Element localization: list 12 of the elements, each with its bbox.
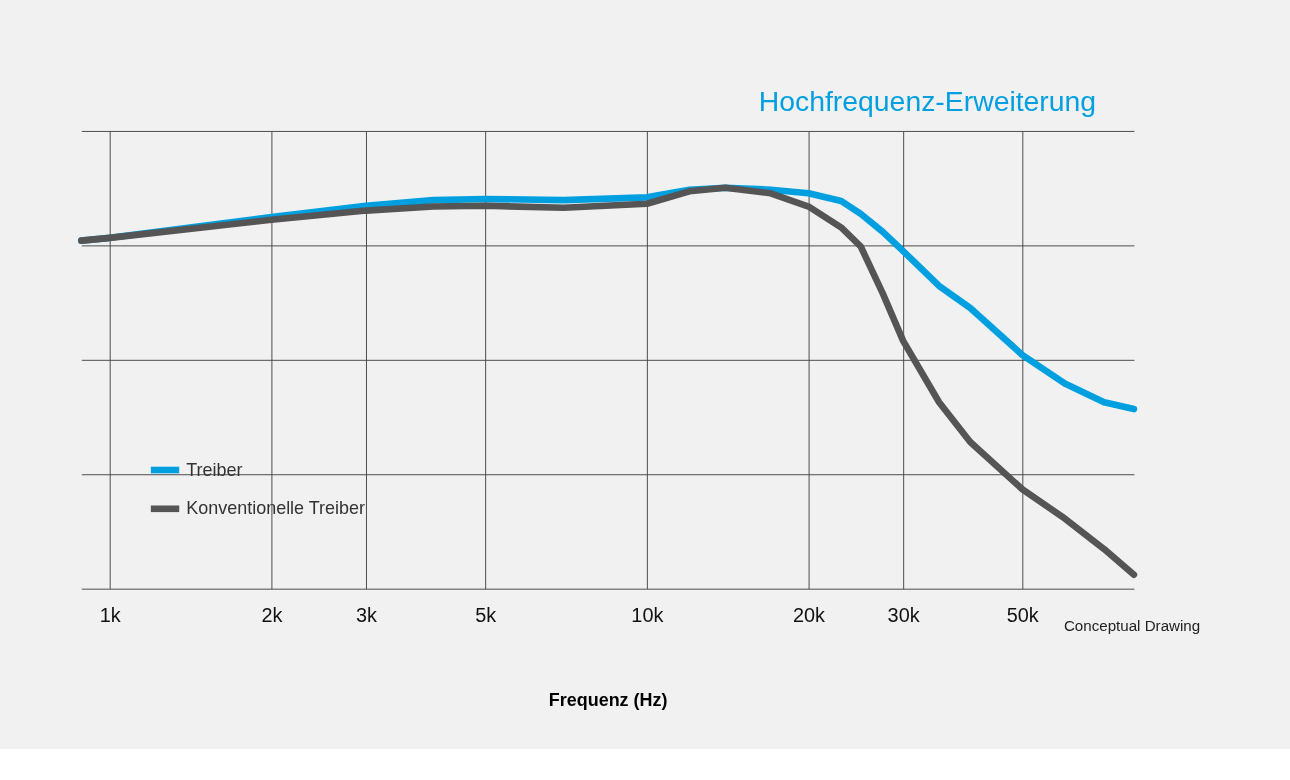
- x-tick-label: 5k: [475, 604, 497, 627]
- x-tick-label: 3k: [356, 604, 378, 627]
- x-tick-label: 2k: [261, 604, 283, 627]
- x-tick-label: 1k: [99, 604, 121, 627]
- x-axis-title: Frequenz (Hz): [548, 690, 668, 711]
- text: Conceptual Drawing: [1063, 617, 1201, 635]
- x-tick-label: 20k: [793, 604, 826, 627]
- x-tick-label: 50k: [1006, 604, 1039, 627]
- x-tick-label: 10k: [631, 604, 664, 627]
- x-tick-label: 30k: [887, 604, 920, 627]
- legend-label: Konventionelle Treiber: [186, 498, 365, 519]
- text: Hochfrequenz-Erweiterung: [758, 85, 1097, 118]
